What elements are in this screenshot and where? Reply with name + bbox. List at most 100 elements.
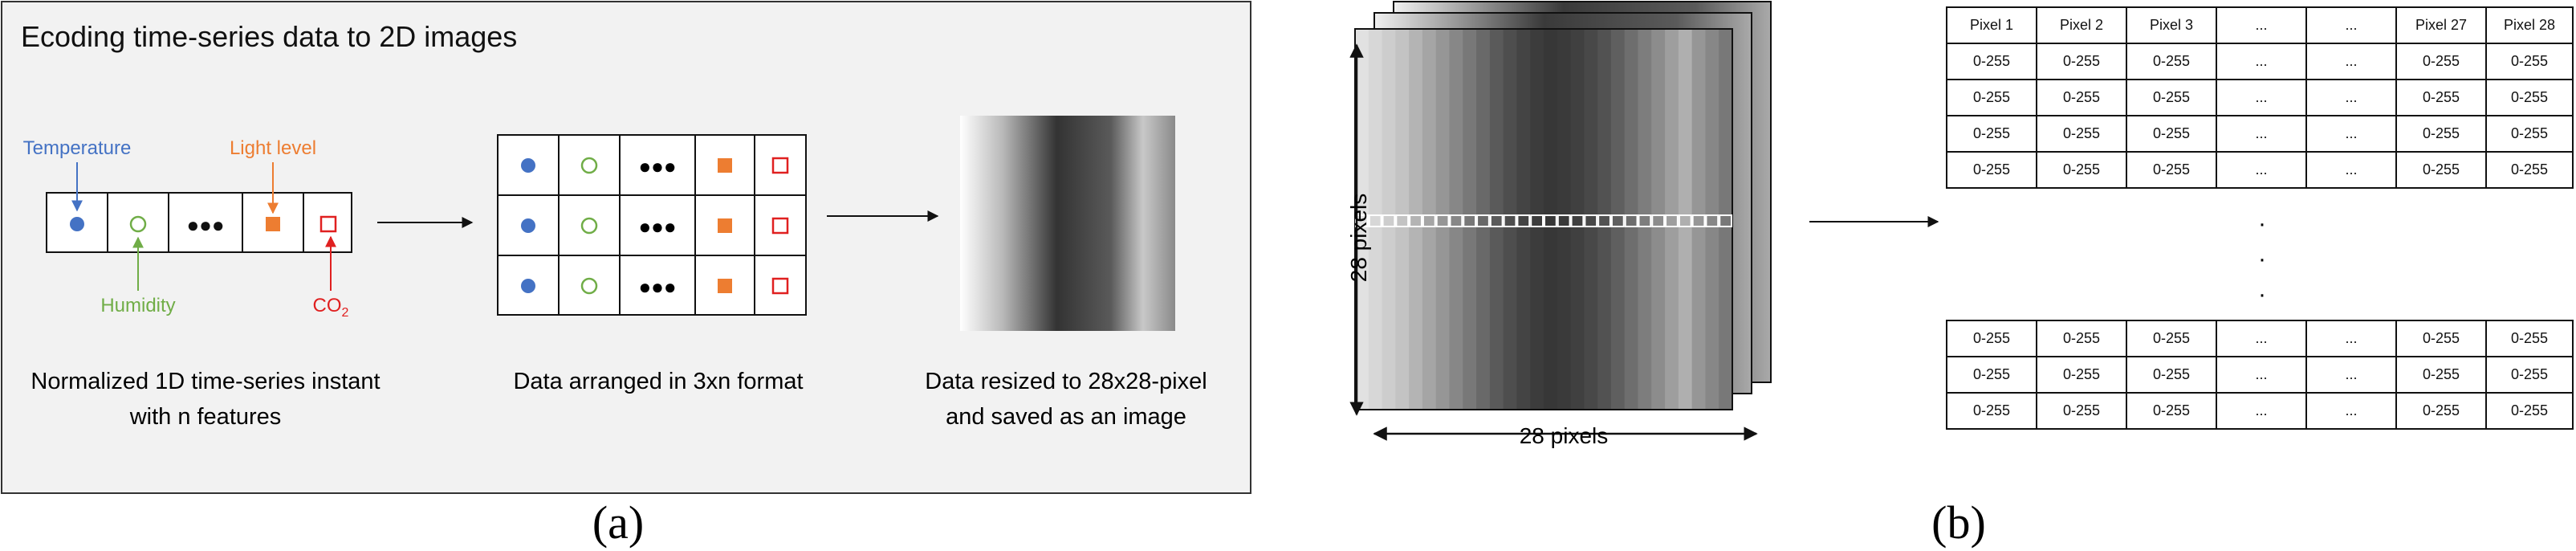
- pixel-row-highlight: [1355, 214, 1733, 227]
- image-column-stripe: [1719, 29, 1733, 410]
- humidity-marker: [129, 215, 147, 233]
- matrix-caption: Data arranged in 3xn format: [513, 369, 803, 394]
- table-cell: 0-255: [2036, 356, 2127, 394]
- table-header-row: Pixel 1 Pixel 2 Pixel 3 ... ... Pixel 27…: [1946, 6, 2574, 44]
- table-cell: ...: [2216, 43, 2307, 80]
- pixel-cell: [1530, 214, 1544, 227]
- table-cell: ...: [2216, 392, 2307, 430]
- matrix-light-level-marker: [718, 279, 732, 293]
- image-column-stripe: [1395, 29, 1410, 410]
- pixel-cell: [1382, 214, 1396, 227]
- table-cell: 0-255: [2126, 43, 2217, 80]
- table-cell: ...: [2216, 151, 2307, 189]
- pixel-table-bottom: 0-255 0-255 0-255 ... ... 0-255 0-255 0-…: [1946, 320, 2574, 430]
- table-cell: 0-255: [2485, 320, 2574, 357]
- table-cell: 0-255: [2485, 392, 2574, 430]
- co2-label-subscript: 2: [342, 306, 349, 320]
- table-header-cell: Pixel 1: [1946, 6, 2037, 44]
- image-column-stripe: [1584, 29, 1598, 410]
- table-cell: ...: [2216, 356, 2307, 394]
- table-cell: 0-255: [2485, 79, 2574, 116]
- pixel-cell: [1449, 214, 1463, 227]
- image-column-stripe: [1651, 29, 1666, 410]
- table-cell: 0-255: [2395, 151, 2487, 189]
- pixel-cell: [1516, 214, 1531, 227]
- pixel-table-top: Pixel 1 Pixel 2 Pixel 3 ... ... Pixel 27…: [1946, 6, 2574, 189]
- image-column-stripe: [1624, 29, 1639, 410]
- height-label: 28 pixels: [1346, 194, 1371, 283]
- table-cell: 0-255: [1946, 115, 2037, 153]
- matrix-temperature-marker: [521, 218, 535, 233]
- table-cell: ...: [2305, 43, 2397, 80]
- co2-label-main: CO: [313, 295, 342, 316]
- pixel-cell: [1503, 214, 1517, 227]
- image-stack-front: [1355, 29, 1733, 410]
- feature-matrix: ●●● ●●● ●●●: [497, 134, 807, 316]
- pixel-cell: [1489, 214, 1504, 227]
- pixel-cell: [1544, 214, 1557, 227]
- temperature-label: Temperature: [23, 137, 132, 159]
- table-row: 0-255 0-255 0-255 ... ... 0-255 0-255: [1946, 151, 2574, 189]
- feature-vector: ●●●: [46, 192, 352, 253]
- table-cell: 0-255: [1946, 151, 2037, 189]
- image-caption-line2: and saved as an image: [946, 404, 1186, 430]
- image-column-stripe: [1489, 29, 1504, 410]
- table-vertical-ellipsis-2: ·: [2258, 246, 2266, 272]
- image-column-stripe: [1503, 29, 1518, 410]
- matrix-co2-marker: [771, 277, 789, 295]
- image-column-stripe: [1705, 29, 1719, 410]
- pixel-cell: [1691, 214, 1706, 227]
- table-cell: ...: [2305, 115, 2397, 153]
- table-row: 0-255 0-255 0-255 ... ... 0-255 0-255: [1946, 392, 2574, 430]
- table-cell: 0-255: [2395, 356, 2487, 394]
- vector-caption-line2: with n features: [129, 404, 282, 430]
- image-column-stripe: [1665, 29, 1679, 410]
- matrix-light-level-marker: [718, 158, 732, 173]
- pixel-cell: [1597, 214, 1611, 227]
- pixel-cell: [1665, 214, 1679, 227]
- panel-a: Ecoding time-series data to 2D images ●●…: [1, 1, 1251, 494]
- table-header-cell: Pixel 2: [2036, 6, 2127, 44]
- image-column-stripe: [1476, 29, 1491, 410]
- table-cell: ...: [2216, 79, 2307, 116]
- table-cell: 0-255: [2036, 43, 2127, 80]
- table-cell: 0-255: [2126, 115, 2217, 153]
- humidity-label: Humidity: [100, 295, 175, 316]
- pixel-cell: [1557, 214, 1571, 227]
- image-column-stripe: [1557, 29, 1572, 410]
- vector-ellipsis-dots: ●●●: [186, 213, 224, 237]
- table-cell: 0-255: [2395, 115, 2487, 153]
- image-column-stripe: [1597, 29, 1612, 410]
- pixel-cell: [1705, 214, 1719, 227]
- table-cell: 0-255: [2036, 115, 2127, 153]
- co2-label: CO2: [313, 295, 349, 320]
- table-cell: 0-255: [2126, 392, 2217, 430]
- table-header-cell: Pixel 27: [2395, 6, 2487, 44]
- image-column-stripe: [1422, 29, 1437, 410]
- resized-image: [960, 116, 1175, 331]
- image-column-stripe: [1516, 29, 1531, 410]
- matrix-ellipsis-dots: ●●●: [638, 275, 676, 299]
- pixel-cell: [1368, 214, 1382, 227]
- image-column-stripe: [1382, 29, 1396, 410]
- table-cell: ...: [2305, 392, 2397, 430]
- table-cell: 0-255: [2036, 320, 2127, 357]
- panel-b: 28 pixels 28 pixels · · ·: [1346, 1, 2266, 448]
- image-column-stripe: [1544, 29, 1558, 410]
- table-cell: ...: [2216, 320, 2307, 357]
- image-column-stripe: [1435, 29, 1451, 410]
- table-cell: ...: [2305, 356, 2397, 394]
- matrix-humidity-marker: [580, 277, 598, 295]
- matrix-light-level-marker: [718, 218, 732, 233]
- matrix-humidity-marker: [580, 217, 598, 235]
- table-cell: ...: [2216, 115, 2307, 153]
- table-cell: 0-255: [1946, 43, 2037, 80]
- vector-caption-line1: Normalized 1D time-series instant: [31, 369, 380, 394]
- pixel-cell: [1463, 214, 1477, 227]
- table-cell: 0-255: [2126, 356, 2217, 394]
- image-column-stripe: [1678, 29, 1693, 410]
- table-cell: 0-255: [1946, 79, 2037, 116]
- pixel-cell: [1678, 214, 1692, 227]
- matrix-ellipsis-dots: ●●●: [638, 214, 676, 239]
- subfig-label-a: (a): [592, 496, 644, 549]
